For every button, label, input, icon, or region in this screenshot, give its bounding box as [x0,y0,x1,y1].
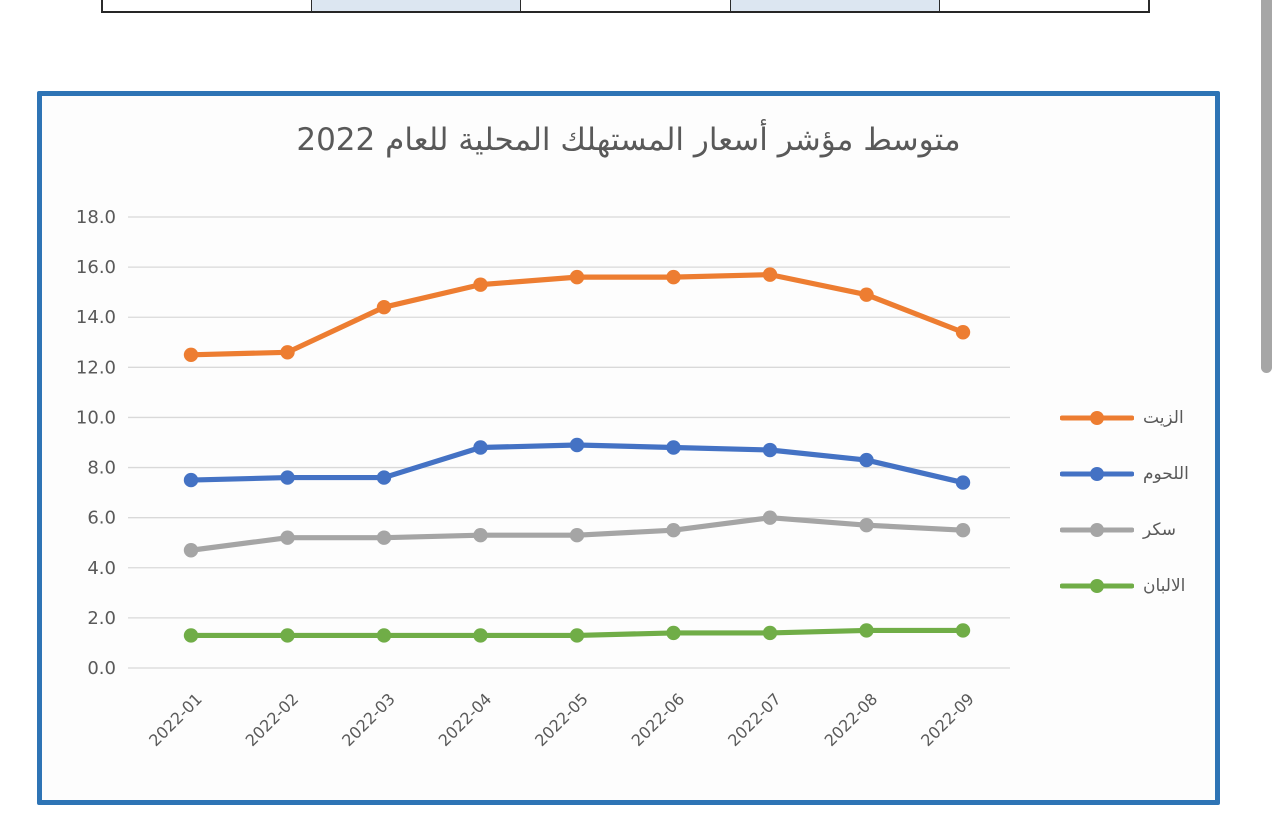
series-1-marker-2022-05 [569,437,585,453]
y-tick-label-10.0: 10.0 [76,407,116,428]
series-line-0 [188,272,966,358]
series-0-marker-2022-06 [666,269,681,285]
series-2-marker-2022-06 [666,522,681,538]
legend-item-2: سكر [1060,520,1189,540]
legend-line-sample-icon [1060,523,1134,537]
table-cell-2[interactable] [521,0,731,11]
y-tick-label-4.0: 4.0 [87,558,116,579]
series-1-marker-2022-01 [183,472,199,488]
y-tick-label-8.0: 8.0 [87,458,116,479]
series-3-marker-2022-03 [376,628,392,643]
y-tick-label-6.0: 6.0 [87,508,116,529]
x-tick-label-2022-05: 2022-05 [531,689,592,750]
series-2-marker-2022-03 [376,530,392,545]
series-0-marker-2022-04 [473,277,488,292]
x-tick-label-2022-03: 2022-03 [338,689,399,750]
legend-line-sample-icon [1060,579,1134,593]
legend-item-3: الالبان [1060,576,1189,596]
series-0-marker-2022-08 [859,287,874,302]
y-tick-label-18.0: 18.0 [76,207,116,228]
series-1-marker-2022-06 [666,440,681,455]
series-3-marker-2022-09 [955,623,971,638]
series-0-marker-2022-02 [280,345,295,360]
series-3-marker-2022-01 [183,628,199,643]
series-2-marker-2022-01 [183,543,199,558]
x-tick-label-2022-08: 2022-08 [821,689,882,750]
chart-title: متوسط مؤشر أسعار المستهلك المحلية للعام … [296,122,961,158]
series-0-marker-2022-07 [762,267,778,282]
series-3-marker-2022-08 [859,623,874,638]
legend-sample-marker [1090,467,1104,481]
legend-label: الزيت [1143,408,1184,428]
series-1-marker-2022-04 [473,440,488,455]
series-1-marker-2022-09 [955,475,971,490]
legend-sample-marker [1090,411,1104,425]
legend-label: الالبان [1143,576,1186,596]
series-0-marker-2022-03 [376,300,392,315]
y-tick-label-12.0: 12.0 [76,357,116,378]
x-tick-label-2022-01: 2022-01 [145,689,206,750]
series-2-marker-2022-05 [569,528,585,543]
y-tick-label-16.0: 16.0 [76,257,116,278]
series-0-marker-2022-05 [569,269,585,285]
series-3-marker-2022-06 [666,625,681,641]
series-2-marker-2022-02 [280,530,295,545]
table-cell-4[interactable] [939,0,1149,11]
chart-frame[interactable]: متوسط مؤشر أسعار المستهلك المحلية للعام … [37,91,1220,805]
x-tick-label-2022-02: 2022-02 [242,689,303,750]
series-1-marker-2022-07 [762,442,778,458]
table-cell-3[interactable] [730,0,940,11]
series-3-marker-2022-05 [569,628,585,643]
series-2-marker-2022-07 [762,510,778,525]
chart-plot-area: 0.0 2.0 4.0 6.0 8.0 10.0 12.0 14.0 16.0 18.0 2022-… [76,207,1010,750]
series-0-marker-2022-09 [955,325,971,340]
y-tick-label-14.0: 14.0 [76,307,116,328]
series-3-marker-2022-02 [280,628,295,643]
x-tick-label-2022-06: 2022-06 [628,689,689,750]
legend-sample-marker [1090,523,1104,537]
table-cell-1[interactable] [312,0,522,11]
x-tick-label-2022-07: 2022-07 [724,689,785,750]
legend-item-0: الزيت [1060,408,1189,428]
series-1-marker-2022-03 [376,470,392,485]
series-3-marker-2022-04 [473,628,488,643]
scrollbar-thumb[interactable] [1261,0,1272,373]
table-cell-0[interactable] [103,0,313,11]
x-tick-label-2022-09: 2022-09 [917,689,978,750]
legend-label: سكر [1143,520,1177,540]
chart-legend: الزيت اللحوم سكر الالبان [1060,408,1189,596]
series-2-marker-2022-08 [859,517,874,533]
legend-item-1: اللحوم [1060,464,1189,484]
series-3-marker-2022-07 [762,625,778,641]
series-1-marker-2022-08 [859,452,874,468]
y-tick-label-2.0: 2.0 [87,608,116,629]
series-1-marker-2022-02 [280,470,295,485]
y-tick-label-0.0: 0.0 [87,658,116,679]
legend-line-sample-icon [1060,411,1134,425]
series-0-marker-2022-01 [183,347,199,363]
legend-label: اللحوم [1143,464,1189,484]
legend-line-sample-icon [1060,467,1134,481]
table-fragment [101,0,1150,13]
series-2-marker-2022-04 [473,528,488,543]
series-2-marker-2022-09 [955,522,971,538]
legend-sample-marker [1090,579,1104,593]
x-tick-label-2022-04: 2022-04 [435,689,496,750]
